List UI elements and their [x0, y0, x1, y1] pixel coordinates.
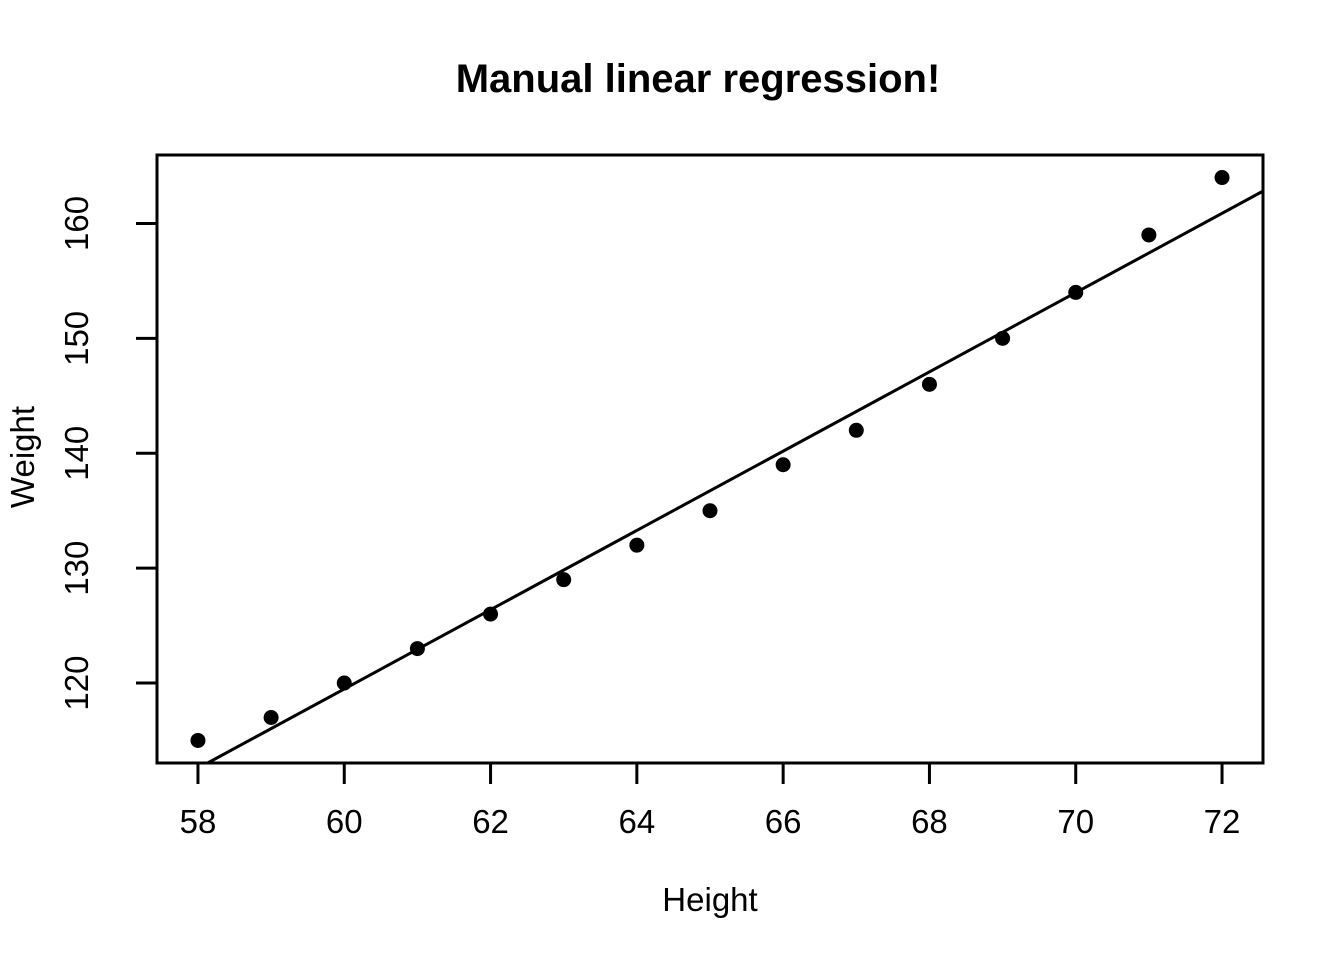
data-point: [995, 330, 1011, 346]
data-point: [1068, 284, 1084, 300]
x-tick-label: 68: [911, 803, 948, 840]
data-point: [629, 537, 645, 553]
y-tick-label: 120: [58, 656, 95, 711]
plot-border: [155, 153, 1265, 765]
x-tick-label: 66: [765, 803, 802, 840]
regression-line: [206, 189, 1264, 765]
x-tick-label: 60: [326, 803, 363, 840]
x-axis-label: Height: [662, 881, 757, 918]
chart-title: Manual linear regression!: [456, 57, 941, 101]
x-axis-tick-labels: 58 60 62 64 66 68 70 72: [180, 803, 1241, 840]
data-point: [336, 675, 352, 691]
x-axis-ticks: [196, 763, 1224, 784]
y-axis-tick-labels: 120 130 140 150 160: [58, 196, 95, 711]
data-point: [702, 503, 718, 519]
data-point: [1141, 227, 1157, 243]
data-point: [263, 710, 279, 726]
y-tick-label: 140: [58, 426, 95, 481]
data-point: [556, 572, 572, 588]
data-point: [848, 422, 864, 438]
x-tick-label: 72: [1204, 803, 1241, 840]
x-tick-label: 70: [1057, 803, 1094, 840]
y-tick-label: 160: [58, 196, 95, 251]
y-axis-ticks: [136, 221, 157, 685]
data-point: [921, 376, 937, 392]
scatter-points: [190, 170, 1230, 748]
x-tick-label: 58: [180, 803, 217, 840]
y-tick-label: 130: [58, 541, 95, 596]
y-axis-label: Weight: [4, 406, 41, 508]
data-point: [775, 457, 791, 473]
data-point: [190, 732, 206, 748]
x-tick-label: 64: [618, 803, 655, 840]
data-point: [483, 606, 499, 622]
data-point: [1214, 170, 1230, 186]
regression-line-group: [206, 189, 1264, 765]
y-tick-label: 150: [58, 311, 95, 366]
data-point: [409, 641, 425, 657]
x-tick-label: 62: [472, 803, 509, 840]
